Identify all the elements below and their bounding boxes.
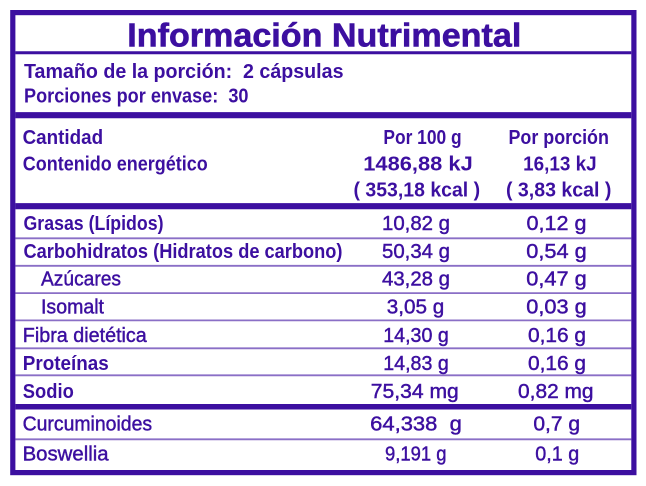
svg-text:Proteínas: Proteínas	[23, 352, 109, 375]
svg-text:0,16 g: 0,16 g	[528, 352, 586, 375]
svg-text:Curcuminoides: Curcuminoides	[23, 413, 153, 436]
svg-text:Carbohidratos (Hidratos de car: Carbohidratos (Hidratos de carbono)	[24, 240, 343, 263]
svg-text:1486,88 kJ: 1486,88 kJ	[363, 153, 473, 176]
svg-text:75,34 mg: 75,34 mg	[371, 380, 459, 403]
svg-text:43,28 g: 43,28 g	[382, 268, 450, 291]
svg-text:14,30 g: 14,30 g	[383, 324, 449, 347]
svg-text:Boswellia: Boswellia	[23, 443, 110, 466]
svg-text:14,83 g: 14,83 g	[383, 352, 449, 375]
svg-text:0,7 g: 0,7 g	[533, 413, 580, 436]
svg-text:( 3,83 kcal ): ( 3,83 kcal )	[506, 179, 612, 202]
svg-text:9,191 g: 9,191 g	[385, 443, 447, 466]
svg-text:Grasas (Lípidos): Grasas (Lípidos)	[24, 212, 164, 235]
svg-text:Por 100 g: Por 100 g	[383, 126, 461, 149]
svg-text:Cantidad: Cantidad	[23, 126, 104, 149]
svg-text:Fibra dietética: Fibra dietética	[23, 324, 148, 347]
svg-text:Sodio: Sodio	[23, 380, 74, 403]
svg-text:16,13 kJ: 16,13 kJ	[523, 153, 597, 176]
svg-text:0,16 g: 0,16 g	[528, 324, 586, 347]
svg-text:0,54 g: 0,54 g	[526, 240, 587, 263]
svg-text:0,12 g: 0,12 g	[527, 212, 587, 235]
svg-text:Contenido energético: Contenido energético	[23, 153, 208, 176]
svg-text:Azúcares: Azúcares	[41, 268, 121, 291]
svg-text:( 353,18 kcal ): ( 353,18 kcal )	[354, 179, 481, 202]
svg-text:0,03 g: 0,03 g	[526, 296, 587, 319]
svg-text:Por porción: Por porción	[508, 126, 609, 149]
svg-text:Isomalt: Isomalt	[41, 296, 104, 319]
svg-text:0,47 g: 0,47 g	[526, 268, 587, 291]
svg-text:50,34 g: 50,34 g	[382, 240, 450, 263]
svg-text:Información Nutrimental: Información Nutrimental	[127, 17, 521, 54]
svg-text:Tamaño de la porción: 2 cápsu: Tamaño de la porción: 2 cápsulas	[24, 60, 344, 83]
svg-text:64,338 g: 64,338 g	[370, 413, 462, 436]
svg-text:Porciones por envase: 30: Porciones por envase: 30	[24, 84, 249, 107]
svg-text:0,82 mg: 0,82 mg	[518, 380, 594, 403]
svg-text:3,05 g: 3,05 g	[387, 296, 445, 319]
svg-text:10,82 g: 10,82 g	[382, 212, 450, 235]
svg-text:0,1 g: 0,1 g	[535, 443, 579, 466]
